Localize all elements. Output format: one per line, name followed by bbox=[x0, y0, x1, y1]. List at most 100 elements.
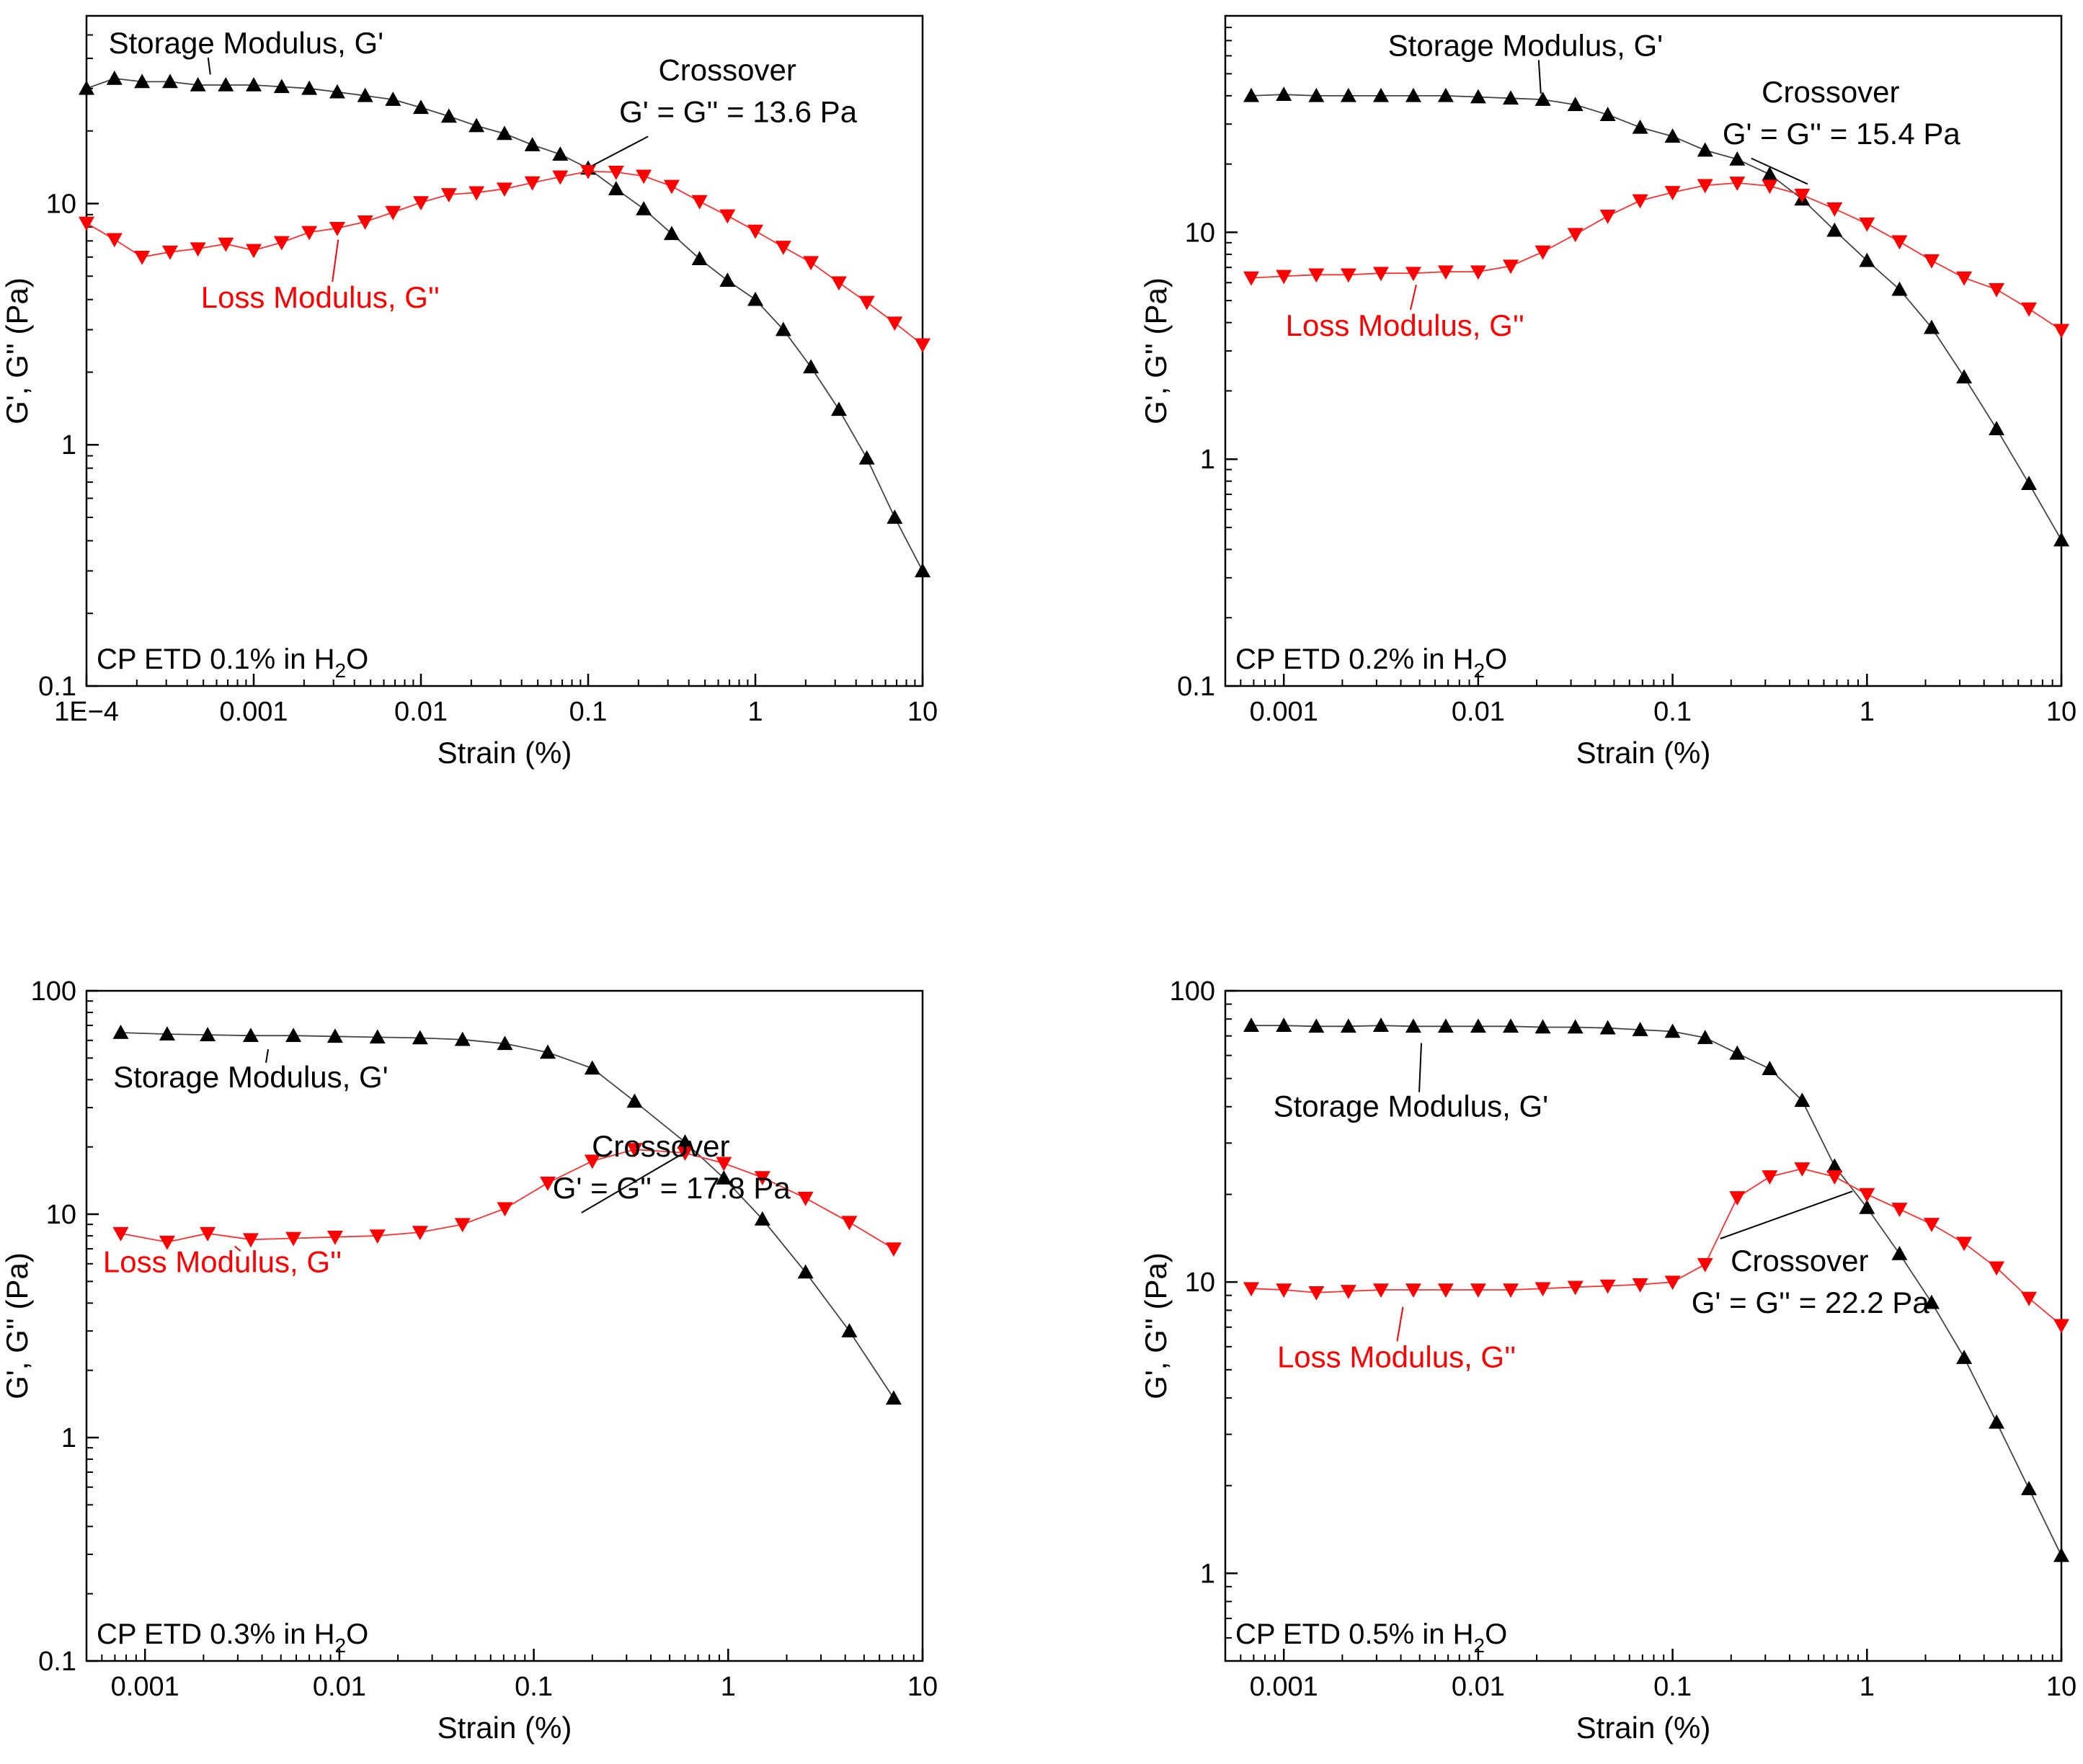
storage-modulus-marker bbox=[1632, 1022, 1648, 1036]
storage-modulus-marker bbox=[1372, 87, 1389, 102]
storage-modulus-marker bbox=[1535, 92, 1551, 106]
crossover-value: G' = G'' = 17.8 Pa bbox=[553, 1171, 791, 1205]
y-tick-label: 10 bbox=[46, 1200, 76, 1230]
loss-modulus-marker bbox=[1762, 179, 1778, 195]
loss-modulus-marker bbox=[159, 1235, 175, 1250]
storage-modulus-marker bbox=[2020, 476, 2037, 490]
loss-modulus-marker bbox=[106, 233, 123, 248]
storage-modulus-marker bbox=[636, 200, 652, 215]
crossover-value: G' = G'' = 15.4 Pa bbox=[1723, 117, 1961, 151]
crossover-value: G' = G'' = 13.6 Pa bbox=[619, 94, 858, 128]
crossover-value: G' = G'' = 22.2 Pa bbox=[1692, 1286, 1930, 1319]
storage-modulus-marker bbox=[327, 1028, 343, 1043]
storage-modulus-marker bbox=[2020, 1481, 2037, 1495]
loss-modulus-marker bbox=[803, 256, 820, 271]
storage-modulus-marker bbox=[1923, 319, 1940, 334]
loss-modulus-marker bbox=[1308, 268, 1325, 283]
storage-modulus-marker bbox=[1470, 1018, 1486, 1033]
storage-modulus-marker bbox=[106, 70, 123, 85]
crossover-title: Crossover bbox=[1731, 1244, 1868, 1278]
loss-modulus-marker bbox=[1405, 267, 1421, 282]
crossover-title: Crossover bbox=[658, 53, 796, 86]
sample-label: CP ETD 0.5% in H2O bbox=[1235, 1618, 1507, 1657]
storage-modulus-marker bbox=[190, 77, 206, 92]
loss-modulus-marker bbox=[1632, 1278, 1648, 1293]
storage-modulus-marker bbox=[329, 84, 345, 99]
storage-modulus-line bbox=[1251, 94, 2062, 540]
loss-modulus-marker bbox=[1308, 1286, 1325, 1301]
loss-modulus-marker bbox=[273, 236, 290, 251]
loss-modulus-marker bbox=[161, 245, 178, 260]
loss-modulus-marker bbox=[329, 221, 345, 236]
storage-modulus-marker bbox=[1762, 1061, 1778, 1075]
loss-modulus-marker bbox=[663, 179, 680, 195]
storage-modulus-marker bbox=[716, 1170, 732, 1185]
storage-modulus-marker bbox=[79, 80, 94, 95]
loss-modulus-marker bbox=[1826, 1170, 1843, 1185]
storage-modulus-marker bbox=[134, 74, 151, 89]
loss-modulus-marker bbox=[775, 241, 791, 255]
storage-modulus-marker bbox=[719, 272, 736, 287]
loss-modulus-marker bbox=[1276, 270, 1292, 285]
storage-modulus-marker bbox=[1503, 1018, 1519, 1033]
storage-modulus-marker bbox=[2053, 1547, 2069, 1562]
loss-modulus-leader bbox=[234, 1245, 241, 1252]
y-tick-label: 10 bbox=[46, 189, 76, 219]
loss-modulus-marker bbox=[357, 215, 373, 230]
loss-modulus-marker bbox=[1697, 1257, 1713, 1273]
loss-modulus-marker bbox=[134, 250, 151, 265]
y-tick-label: 1 bbox=[61, 1423, 76, 1453]
y-axis-title: G', G'' (Pa) bbox=[1139, 277, 1173, 424]
loss-modulus-marker bbox=[830, 276, 847, 291]
loss-modulus-marker bbox=[242, 1233, 259, 1248]
loss-modulus-marker bbox=[608, 166, 624, 180]
storage-modulus-marker bbox=[1989, 1414, 2005, 1429]
crossover-title: Crossover bbox=[1762, 75, 1899, 109]
storage-modulus-marker bbox=[1956, 1350, 1973, 1364]
storage-modulus-marker bbox=[1859, 1199, 1875, 1214]
storage-modulus-marker bbox=[246, 77, 262, 92]
loss-modulus-marker bbox=[1503, 259, 1519, 275]
x-axis-title: Strain (%) bbox=[1576, 736, 1711, 770]
storage-modulus-marker bbox=[663, 226, 680, 241]
storage-modulus-marker bbox=[1308, 1018, 1325, 1033]
storage-modulus-marker bbox=[885, 1390, 902, 1405]
storage-modulus-marker bbox=[1567, 1019, 1584, 1034]
loss-modulus-marker bbox=[497, 1202, 513, 1217]
loss-modulus-marker bbox=[1826, 202, 1843, 217]
storage-modulus-marker bbox=[1859, 252, 1875, 267]
x-tick-label: 0.1 bbox=[515, 1672, 553, 1702]
storage-modulus-marker bbox=[468, 117, 485, 133]
storage-modulus-line bbox=[86, 77, 923, 571]
loss-modulus-marker bbox=[285, 1231, 302, 1247]
storage-modulus-marker bbox=[357, 87, 373, 102]
storage-modulus-marker bbox=[1697, 1030, 1713, 1044]
storage-modulus-line bbox=[1251, 1025, 2062, 1556]
loss-modulus-marker bbox=[1437, 265, 1454, 280]
crossover-leader bbox=[1720, 1190, 1853, 1239]
storage-modulus-leader bbox=[265, 1048, 270, 1064]
loss-modulus-marker bbox=[716, 1157, 732, 1172]
storage-modulus-marker bbox=[1826, 1158, 1843, 1173]
loss-modulus-marker bbox=[1535, 245, 1551, 260]
loss-modulus-marker bbox=[190, 242, 206, 257]
storage-modulus-marker bbox=[1405, 87, 1421, 102]
storage-modulus-marker bbox=[1372, 1017, 1389, 1032]
loss-modulus-marker bbox=[1729, 177, 1746, 191]
storage-modulus-marker bbox=[285, 1028, 302, 1043]
storage-modulus-marker bbox=[691, 251, 708, 265]
loss-modulus-marker bbox=[1340, 268, 1356, 283]
loss-modulus-marker bbox=[413, 196, 429, 211]
storage-modulus-marker bbox=[440, 108, 457, 123]
y-tick-label: 0.1 bbox=[38, 672, 76, 702]
loss-modulus-label: Loss Modulus, G'' bbox=[103, 1244, 342, 1278]
x-tick-label: 0.01 bbox=[1452, 697, 1505, 727]
loss-modulus-marker bbox=[1664, 186, 1681, 200]
loss-modulus-marker bbox=[496, 182, 512, 197]
loss-modulus-marker bbox=[112, 1226, 129, 1242]
storage-modulus-marker bbox=[413, 99, 429, 115]
crossover-leader bbox=[1751, 157, 1808, 185]
x-tick-label: 1E−4 bbox=[54, 697, 119, 727]
storage-modulus-marker bbox=[1437, 87, 1454, 102]
x-tick-label: 0.001 bbox=[219, 697, 288, 727]
